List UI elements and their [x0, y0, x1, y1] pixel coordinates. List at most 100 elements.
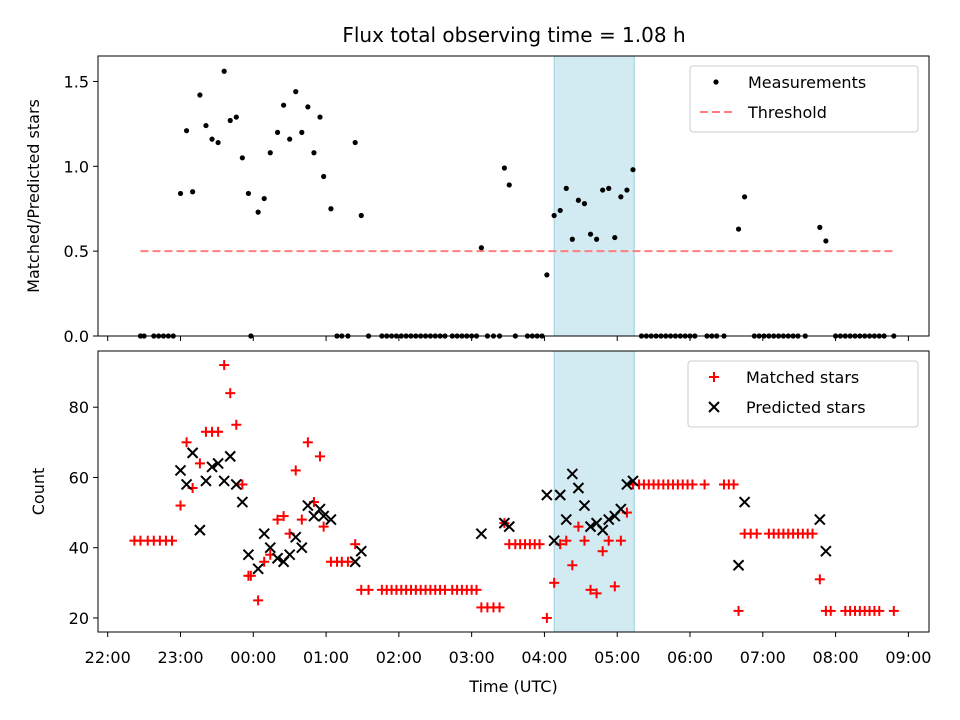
- cross-stroke: [820, 545, 832, 557]
- measurement-point: [563, 185, 569, 191]
- predicted-star-point: [236, 496, 249, 508]
- cross-stroke: [572, 482, 585, 494]
- matched-star-point: [534, 539, 545, 550]
- cross-stroke: [560, 513, 572, 526]
- cross-stroke: [212, 457, 224, 470]
- cross-stroke: [314, 503, 326, 515]
- cross-stroke: [317, 510, 330, 522]
- predicted-star-point: [325, 513, 337, 526]
- bottom-legend: Matched stars Predicted stars: [687, 360, 919, 428]
- predicted-star-point: [186, 447, 199, 459]
- measurement-point: [311, 150, 317, 156]
- cross-stroke: [271, 552, 284, 564]
- measurement-point: [209, 136, 215, 142]
- x-tick-label: 23:00: [157, 648, 203, 667]
- y-tick-label: 60: [69, 468, 89, 487]
- matched-star-point: [888, 605, 899, 616]
- measurement-point: [261, 195, 267, 202]
- measurement-point: [501, 165, 508, 171]
- measurement-point: [569, 236, 575, 242]
- y-tick-label: 1.0: [64, 157, 89, 176]
- predicted-star-point: [615, 503, 627, 515]
- x-axis-label: Time (UTC): [468, 677, 557, 696]
- y-tick-label: 20: [69, 609, 89, 628]
- top-y-ticks: 0.0 0.5 1.0 1.5: [64, 72, 98, 346]
- cross-stroke: [732, 559, 745, 571]
- predicted-star-point: [302, 499, 314, 512]
- measurement-point: [233, 114, 239, 120]
- top-panel: 0.0 0.5 1.0 1.5 Matched/Predicted stars Mea…: [24, 55, 930, 346]
- matched-star-point: [567, 560, 578, 571]
- predicted-star-point: [174, 464, 187, 477]
- measurement-point: [618, 194, 624, 200]
- bottom-axes-frame: [97, 350, 930, 633]
- predicted-star-point: [218, 475, 230, 487]
- matched-star-point: [585, 584, 596, 595]
- matched-star-point: [549, 577, 560, 588]
- matched-star-point: [615, 535, 626, 546]
- measurement-point: [581, 201, 588, 207]
- top-y-axis-label: Matched/Predicted stars: [24, 99, 43, 293]
- cross-stroke: [236, 496, 249, 508]
- matched-star-point: [219, 360, 230, 371]
- matched-star-point: [237, 479, 248, 490]
- predicted-star-point: [242, 549, 255, 561]
- predicted-star-point: [584, 520, 597, 533]
- predicted-star-point: [554, 489, 566, 501]
- matched-star-point: [272, 514, 283, 525]
- x-tick-label: 08:00: [813, 648, 859, 667]
- legend-box: [689, 65, 919, 133]
- matched-star-point: [278, 511, 289, 522]
- predicted-star-point: [603, 513, 615, 526]
- bottom-y-axis-label: Count: [29, 468, 48, 516]
- cross-stroke: [296, 541, 308, 554]
- cross-stroke: [252, 563, 264, 575]
- y-tick-label: 40: [69, 539, 89, 558]
- measurement-point: [183, 128, 190, 134]
- matched-star-point: [181, 437, 192, 448]
- predicted-star-point: [732, 559, 745, 571]
- cross-stroke: [627, 475, 639, 487]
- matched-star-point: [363, 584, 374, 595]
- matched-star-point: [302, 437, 313, 448]
- matched-star-point: [541, 612, 552, 623]
- matched-star-point: [494, 602, 505, 613]
- predicted-star-point: [738, 496, 751, 508]
- x-tick-label: 04:00: [521, 648, 567, 667]
- predicted-star-point: [317, 510, 330, 522]
- y-tick-label: 80: [69, 398, 89, 417]
- cross-stroke: [548, 534, 560, 547]
- matched-star-point: [175, 500, 186, 511]
- cross-stroke: [596, 524, 609, 536]
- predicted-star-point: [560, 513, 572, 526]
- predicted-star-point: [271, 552, 284, 564]
- cross-stroke: [355, 545, 367, 557]
- y-tick-label: 0.5: [64, 242, 89, 261]
- measurement-point: [551, 212, 557, 219]
- matched-star-point: [807, 528, 818, 539]
- measurement-point: [274, 129, 281, 135]
- cross-stroke: [554, 489, 566, 501]
- measurement-point: [575, 197, 582, 203]
- legend-cross-marker: [708, 401, 720, 413]
- cross-stroke: [283, 549, 296, 561]
- matched-star-point: [167, 535, 178, 546]
- legend-label: Threshold: [747, 103, 827, 122]
- predicted-star-point: [296, 541, 308, 554]
- measurement-point: [557, 207, 563, 214]
- measurement-point: [823, 238, 829, 244]
- measurement-point: [239, 155, 245, 161]
- cross-stroke: [584, 520, 597, 533]
- cross-stroke: [258, 527, 270, 540]
- matched-star-point: [603, 535, 614, 546]
- cross-stroke: [475, 527, 488, 540]
- x-tick-label: 01:00: [303, 648, 349, 667]
- cross-stroke: [194, 524, 206, 536]
- cross-stroke: [578, 499, 591, 512]
- cross-stroke: [814, 513, 826, 526]
- cross-stroke: [302, 499, 314, 512]
- matched-star-point: [350, 539, 361, 550]
- cross-stroke: [218, 475, 230, 487]
- matched-star-point: [245, 570, 256, 581]
- matched-star-point: [699, 479, 710, 490]
